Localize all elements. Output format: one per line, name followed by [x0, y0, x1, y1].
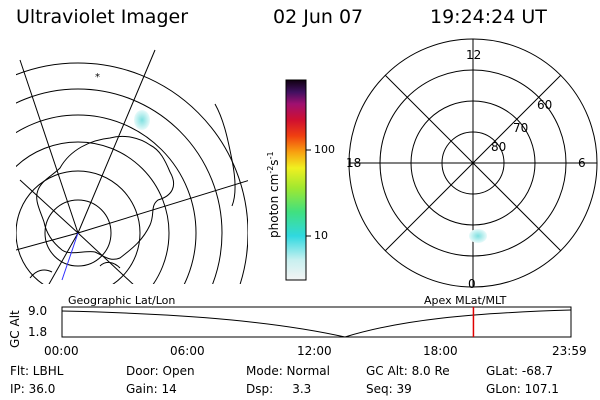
altitude-ytick-9: 9.0 [28, 304, 48, 318]
colorbar-label: photon cm-2s-1 [266, 151, 281, 238]
time-tick-1200: 12:00 [297, 344, 332, 358]
aurora-blob-map [134, 110, 150, 130]
time-label: 19:24:24 UT [430, 6, 547, 28]
time-tick-0600: 06:00 [170, 344, 205, 358]
date-label: 02 Jun 07 [273, 6, 364, 28]
right-panel-title: Apex MLat/MLT [424, 294, 507, 307]
time-tick-1800: 18:00 [423, 344, 458, 358]
mlt-label-0: 0 [468, 277, 476, 291]
info-gc-alt: GC Alt: 8.0 Re [366, 364, 450, 378]
colorbar-tick-10: 10 [314, 229, 328, 242]
mlat-label-70: 70 [513, 121, 529, 135]
mlt-label-18: 18 [346, 156, 362, 170]
aurora-blob-polar [469, 229, 487, 243]
info-glon: GLon: 107.1 [486, 382, 559, 396]
meridian-lines [16, 49, 248, 284]
mlt-label-6: 6 [578, 156, 586, 170]
instrument-title: Ultraviolet Imager [16, 6, 189, 28]
altitude-curve [61, 309, 572, 338]
time-tick-0000: 00:00 [44, 344, 79, 358]
info-dsp: Dsp: 3.3 [246, 382, 312, 396]
latitude-circles [16, 62, 248, 284]
time-tick-2359: 23:59 [552, 344, 587, 358]
coastline [36, 135, 174, 260]
mlat-label-80: 80 [491, 140, 507, 154]
left-panel-title: Geographic Lat/Lon [68, 294, 176, 307]
info-glat: GLat: -68.7 [486, 364, 553, 378]
mlat-label-60: 60 [537, 98, 553, 112]
info-seq: Seq: 39 [366, 382, 412, 396]
mlt-label-12: 12 [466, 48, 482, 62]
info-door: Door: Open [126, 364, 195, 378]
altitude-ytick-1-8: 1.8 [28, 325, 48, 339]
blue-meridian [61, 232, 79, 281]
map-marker: * [95, 72, 100, 83]
colorbar-tick-100: 100 [314, 143, 335, 156]
info-ip: IP: 36.0 [10, 382, 56, 396]
info-mode: Mode: Normal [246, 364, 330, 378]
info-flt: Flt: LBHL [10, 364, 64, 378]
altitude-ylabel: GC Alt [8, 310, 22, 348]
info-gain: Gain: 14 [126, 382, 177, 396]
